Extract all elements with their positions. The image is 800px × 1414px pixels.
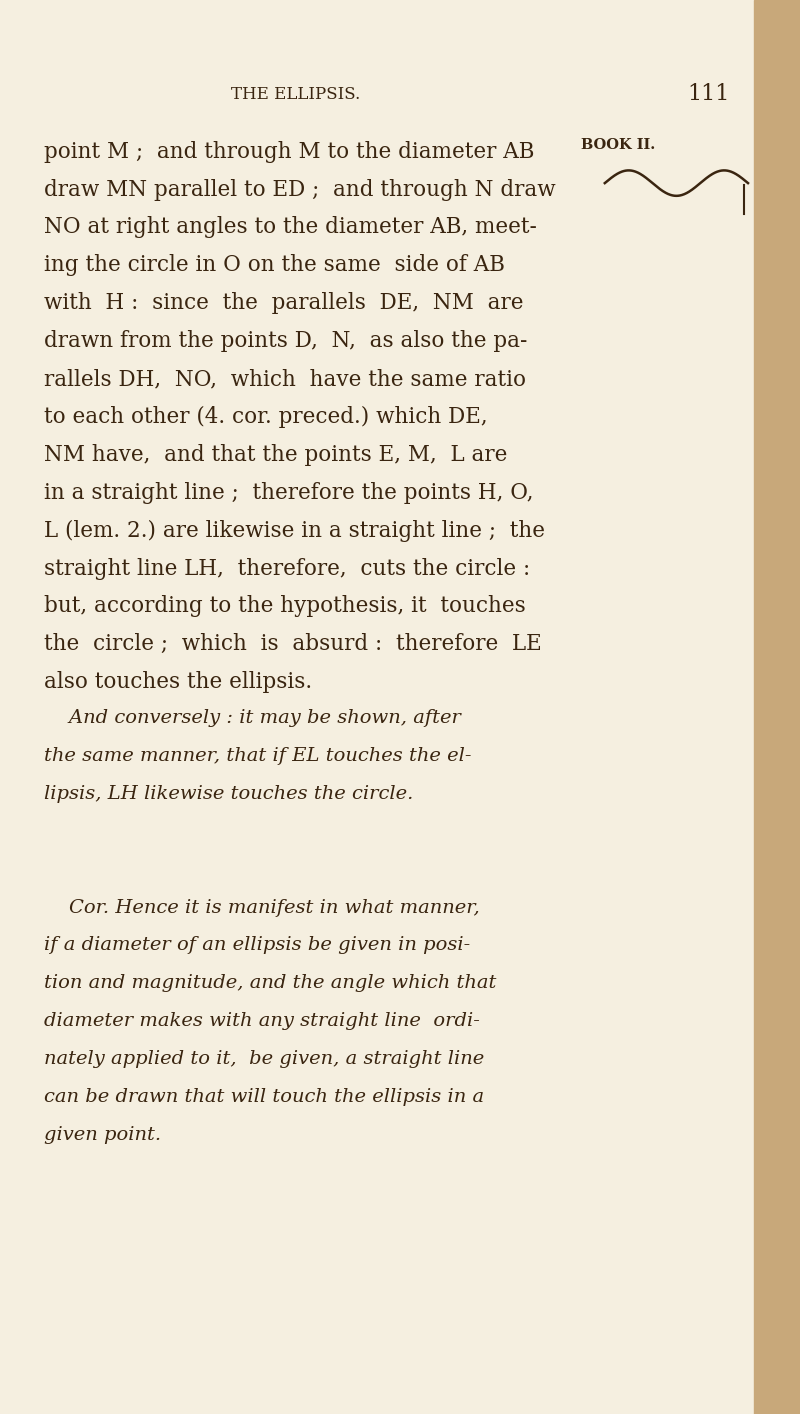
- Text: nately applied to it,  be given, a straight line: nately applied to it, be given, a straig…: [44, 1051, 484, 1068]
- Text: the same manner, that if EL touches the el-: the same manner, that if EL touches the …: [44, 747, 471, 765]
- Text: but, according to the hypothesis, it  touches: but, according to the hypothesis, it tou…: [44, 595, 526, 618]
- Bar: [754, 0, 800, 1414]
- Text: the  circle ;  which  is  absurd :  therefore  LE: the circle ; which is absurd : therefore…: [44, 633, 542, 655]
- Text: can be drawn that will touch the ellipsis in a: can be drawn that will touch the ellipsi…: [44, 1089, 484, 1106]
- Text: point M ;  and through M to the diameter AB: point M ; and through M to the diameter …: [44, 140, 542, 163]
- Text: drawn from the points D,  N,  as also the pa-: drawn from the points D, N, as also the …: [44, 331, 527, 352]
- Text: 111: 111: [687, 83, 729, 105]
- Text: diameter makes with any straight line  ordi-: diameter makes with any straight line or…: [44, 1012, 480, 1031]
- Text: given point.: given point.: [44, 1126, 161, 1144]
- Text: L (lem. 2.) are likewise in a straight line ;  the: L (lem. 2.) are likewise in a straight l…: [44, 520, 545, 542]
- Text: also touches the ellipsis.: also touches the ellipsis.: [44, 672, 312, 693]
- Text: lipsis, LH likewise touches the circle.: lipsis, LH likewise touches the circle.: [44, 785, 414, 803]
- Text: rallels DH,  NO,  which  have the same ratio: rallels DH, NO, which have the same rati…: [44, 368, 526, 390]
- Text: draw MN parallel to ED ;  and through N draw: draw MN parallel to ED ; and through N d…: [44, 178, 556, 201]
- Text: THE ELLIPSIS.: THE ELLIPSIS.: [231, 85, 361, 103]
- Text: BOOK II.: BOOK II.: [581, 139, 655, 151]
- Text: with  H :  since  the  parallels  DE,  NM  are: with H : since the parallels DE, NM are: [44, 293, 523, 314]
- Text: Cor. Hence it is manifest in what manner,: Cor. Hence it is manifest in what manner…: [44, 899, 480, 916]
- Text: if a diameter of an ellipsis be given in posi-: if a diameter of an ellipsis be given in…: [44, 936, 470, 954]
- Text: NO at right angles to the diameter AB, meet-: NO at right angles to the diameter AB, m…: [44, 216, 537, 239]
- Text: in a straight line ;  therefore the points H, O,: in a straight line ; therefore the point…: [44, 482, 534, 503]
- Text: And conversely : it may be shown, after: And conversely : it may be shown, after: [44, 710, 461, 727]
- Text: ing the circle in O on the same  side of AB: ing the circle in O on the same side of …: [44, 255, 505, 276]
- Text: NM have,  and that the points E, M,  L are: NM have, and that the points E, M, L are: [44, 444, 507, 465]
- Text: straight line LH,  therefore,  cuts the circle :: straight line LH, therefore, cuts the ci…: [44, 557, 530, 580]
- Text: tion and magnitude, and the angle which that: tion and magnitude, and the angle which …: [44, 974, 496, 993]
- Text: to each other (4. cor. preced.) which DE,: to each other (4. cor. preced.) which DE…: [44, 406, 488, 428]
